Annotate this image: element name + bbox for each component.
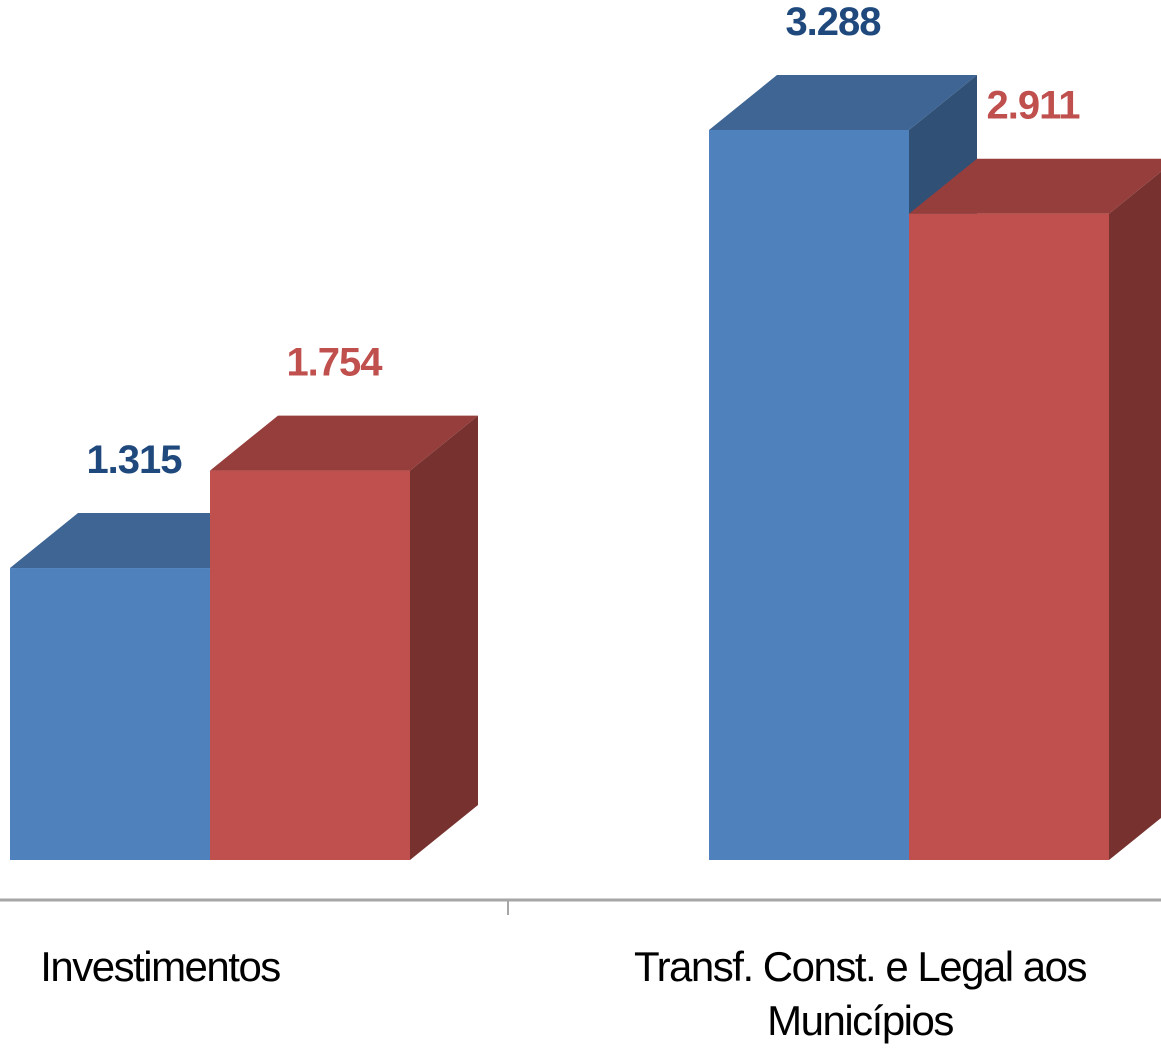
bar-top	[709, 75, 977, 130]
x-tick-label: Investimentos	[40, 943, 281, 990]
bar-top	[909, 158, 1161, 214]
bar-side	[1109, 171, 1161, 860]
bar	[210, 470, 410, 860]
value-label: 1.315	[86, 438, 182, 482]
bar-side	[410, 415, 478, 860]
x-tick-label: Transf. Const. e Legal aos Municípios	[633, 943, 1088, 1044]
value-label: 1.754	[286, 341, 383, 385]
bar	[709, 130, 909, 860]
value-label: 3.288	[785, 0, 881, 44]
bar	[10, 568, 210, 860]
bar-top	[210, 415, 478, 471]
bar	[909, 213, 1109, 860]
value-label: 2.911	[987, 84, 1081, 128]
